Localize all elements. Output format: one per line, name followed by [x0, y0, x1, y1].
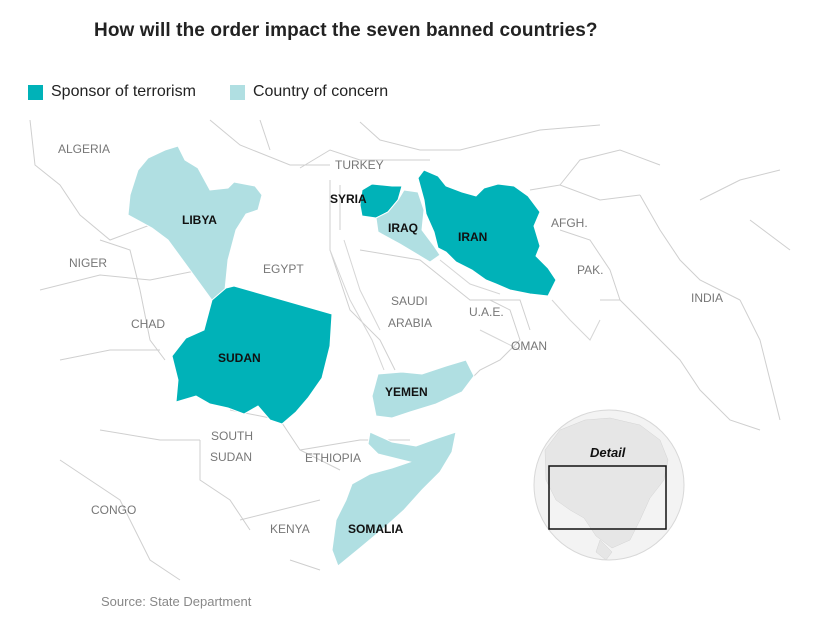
land-background	[0, 112, 824, 592]
label-libya: LIBYA	[182, 213, 217, 227]
legend-label-sponsor: Sponsor of terrorism	[51, 83, 196, 100]
label-turkey: TURKEY	[335, 158, 384, 172]
label-congo: CONGO	[91, 503, 136, 517]
detail-box	[548, 465, 667, 530]
sudan-shape	[171, 285, 333, 425]
label-kenya: KENYA	[270, 522, 310, 536]
libya-shape	[127, 145, 263, 304]
label-ethiopia: ETHIOPIA	[305, 451, 361, 465]
inset-globe: Detail	[533, 409, 685, 561]
globe-land-2	[595, 539, 613, 561]
label-saudi-line2: ARABIA	[388, 316, 432, 330]
label-pakistan: PAK.	[577, 263, 603, 277]
country-borders	[29, 119, 791, 581]
detail-label: Detail	[590, 445, 626, 460]
label-chad: CHAD	[131, 317, 165, 331]
map-title: How will the order impact the seven bann…	[94, 20, 598, 41]
label-south-sudan-line1: SOUTH	[211, 429, 253, 443]
legend-swatch-concern	[229, 84, 245, 100]
somalia-shape	[331, 431, 457, 567]
yemen-shape	[371, 359, 475, 419]
label-niger: NIGER	[69, 256, 107, 270]
coastlines	[329, 239, 601, 371]
legend-swatch-sponsor	[28, 84, 43, 100]
label-yemen: YEMEN	[385, 385, 428, 399]
legend: Sponsor of terrorism Country of concern	[28, 82, 422, 102]
label-afghanistan: AFGH.	[551, 216, 588, 230]
label-saudi-line1: SAUDI	[391, 294, 428, 308]
legend-item-sponsor: Sponsor of terrorism	[28, 83, 196, 101]
legend-item-concern: Country of concern	[229, 83, 389, 101]
label-india: INDIA	[691, 291, 723, 305]
globe-land	[544, 417, 669, 549]
legend-label-concern: Country of concern	[252, 83, 389, 100]
label-uae: U.A.E.	[469, 305, 504, 319]
label-oman: OMAN	[511, 339, 547, 353]
label-iraq: IRAQ	[388, 221, 418, 235]
label-syria: SYRIA	[330, 192, 367, 206]
label-sudan: SUDAN	[218, 351, 261, 365]
label-algeria: ALGERIA	[58, 142, 110, 156]
map: ALGERIA TURKEY NIGER EGYPT CHAD SAUDI AR…	[0, 112, 824, 592]
label-south-sudan-line2: SUDAN	[210, 450, 252, 464]
source-note: Source: State Department	[101, 594, 252, 609]
label-egypt: EGYPT	[263, 262, 304, 276]
label-somalia: SOMALIA	[348, 522, 404, 536]
iran-shape	[417, 169, 557, 297]
iraq-shape	[375, 189, 441, 263]
label-iran: IRAN	[458, 230, 487, 244]
